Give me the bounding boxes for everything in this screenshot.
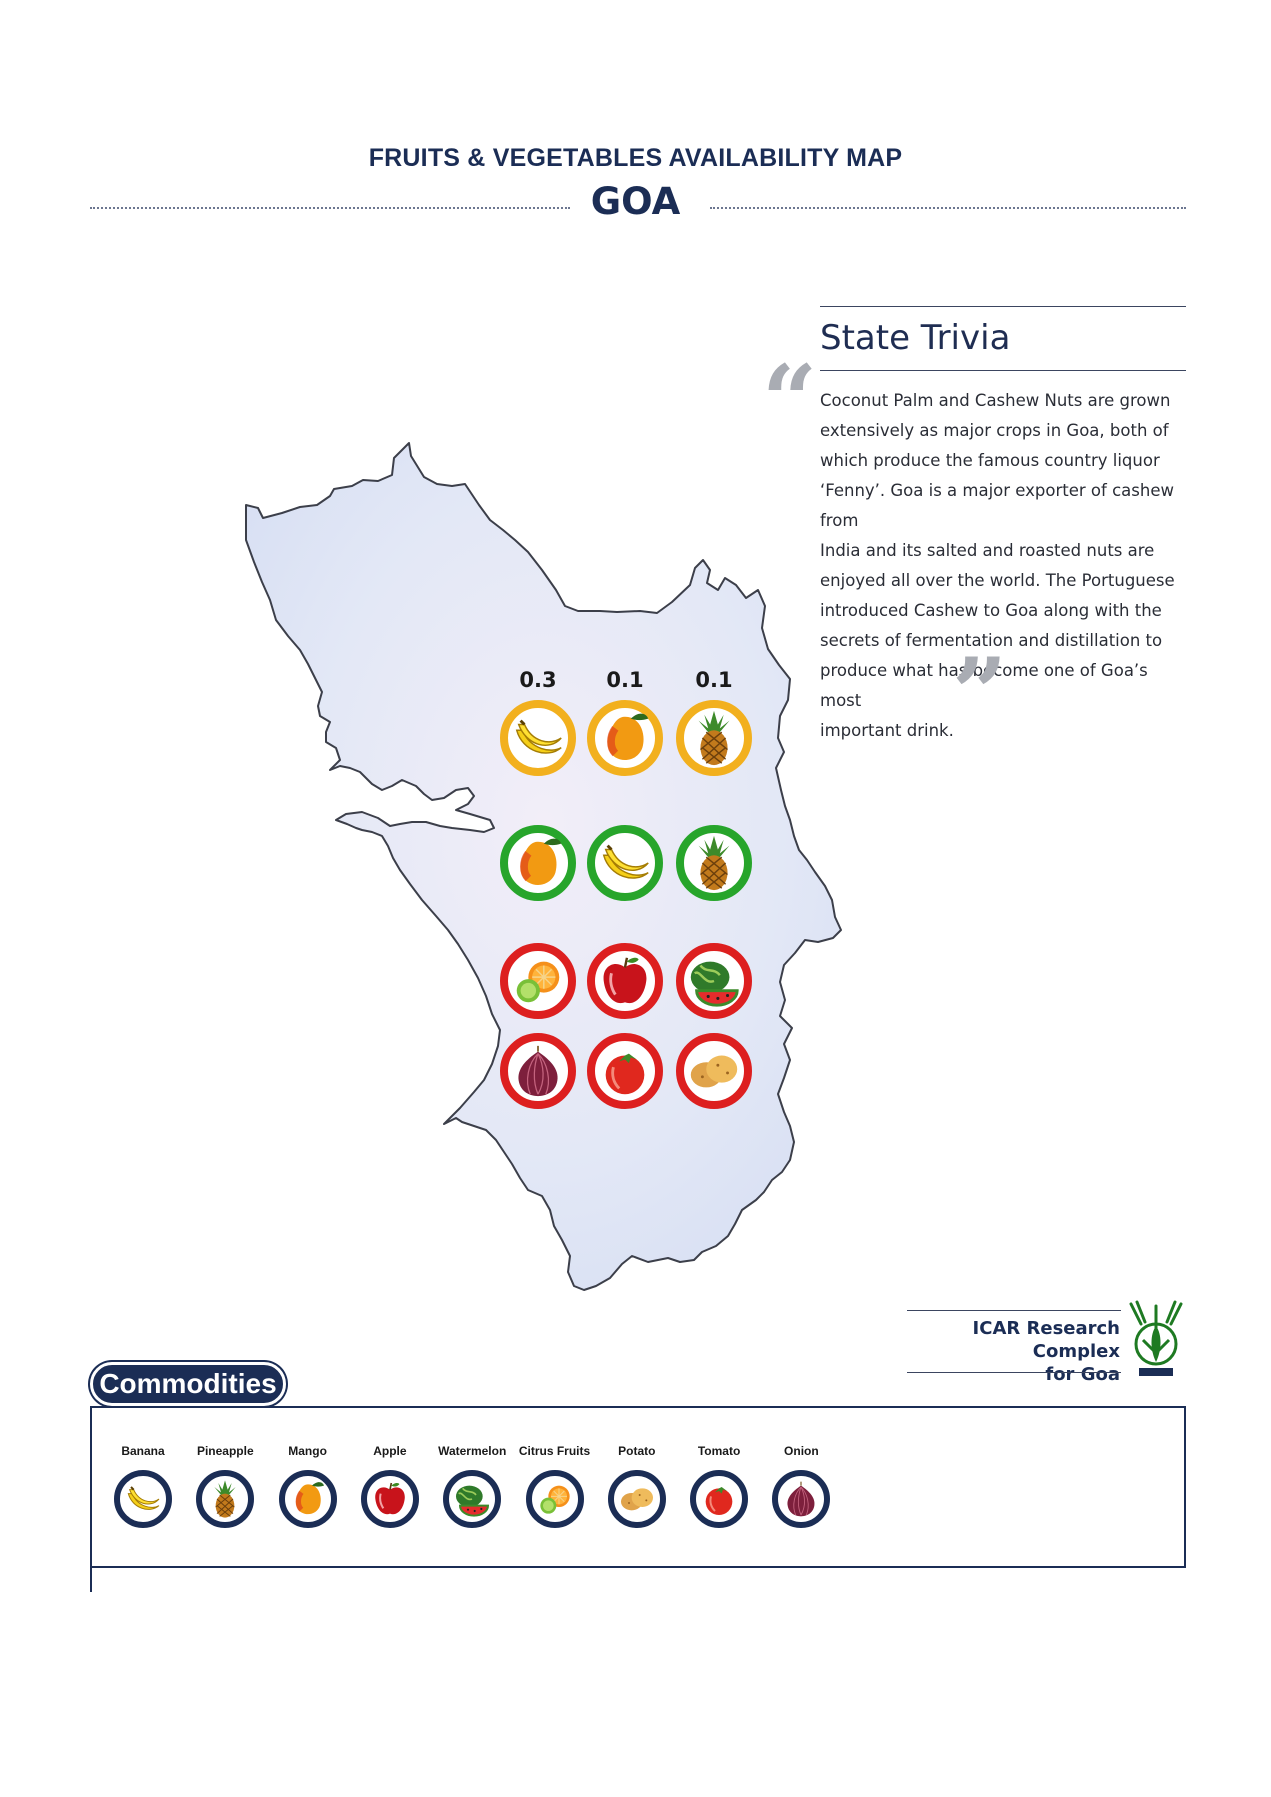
map-badge-watermelon [676,943,752,1019]
trivia-line: introduced Cashew to Goa along with the [820,601,1162,620]
legend-label: Citrus Fruits [518,1444,591,1458]
legend-icon-ring [278,1470,337,1528]
legend-item-apple: Apple [349,1444,431,1528]
trivia-rule-top [820,306,1186,307]
trivia-line: produce what has become one of Goa’s mos… [820,661,1148,710]
trivia-line: secrets of fermentation and distillation… [820,631,1163,650]
legend-label: Mango [288,1444,327,1458]
map-badge-potato [676,1033,752,1109]
legend-icon-ring [607,1470,666,1528]
map-badge-banana [587,825,663,901]
legend-item-onion: Onion [760,1444,842,1528]
map-title: FRUITS & VEGETABLES AVAILABILITY MAP [368,144,903,172]
map-badge-mango [587,700,663,776]
title-divider-right [710,207,1186,209]
onion-icon [518,1045,558,1097]
legend-label: Apple [373,1444,407,1458]
legend-item-pineapple: Pineapple [184,1444,266,1528]
trivia-line: ‘Fenny’. Goa is a major exporter of cash… [820,481,1174,530]
pineapple-icon [698,710,730,766]
mango-icon [295,1482,324,1515]
open-quote-icon: “ [762,344,818,457]
banana-icon [602,844,649,879]
trivia-line: Coconut Palm and Cashew Nuts are grown [820,391,1171,410]
legend-icon-ring [114,1470,172,1528]
tomato-icon [705,1487,733,1515]
pineapple-icon [214,1480,236,1518]
legend-item-banana: Banana [102,1444,184,1528]
trivia-line: which produce the famous country liquor [820,451,1160,470]
map-badge-onion [500,1033,576,1109]
close-quote-icon: ” [952,637,1008,750]
legend-item-citrus: Citrus Fruits [514,1444,596,1528]
watermelon-icon [690,961,739,1007]
citrus-icon [539,1485,570,1514]
legend-item-mango: Mango [267,1444,349,1528]
potato-icon [690,1055,738,1088]
map-badge-pineapple [676,825,752,901]
trivia-line: India and its salted and roasted nuts ar… [820,541,1155,560]
institute-line-2: for Goa [1045,1364,1120,1385]
production-value-pineapple: 0.1 [695,668,733,692]
onion-icon [787,1481,815,1517]
legend-item-tomato: Tomato [678,1444,760,1528]
trivia-rule-bottom [820,370,1186,371]
legend-icon-ring [360,1470,419,1528]
legend-stub-line [90,1566,92,1592]
legend-item-watermelon: Watermelon [431,1444,513,1528]
trivia-line: important drink. [820,721,954,740]
map-badge-apple [587,943,663,1019]
production-value-banana: 0.3 [519,668,557,692]
institute-line-1: ICAR Research Complex [972,1318,1120,1362]
citrus-icon [516,961,560,1003]
title-divider-left [90,207,570,209]
legend-icon-ring [525,1470,584,1528]
map-badge-pineapple [676,700,752,776]
legend-label: Tomato [697,1444,741,1458]
icar-logo-icon [1129,1300,1183,1376]
legend-label: Watermelon [438,1444,507,1458]
trivia-line: enjoyed all over the world. The Portugue… [820,571,1175,590]
mango-icon [520,838,562,885]
legend-label: Potato [618,1444,656,1458]
state-name: GOA [590,180,681,223]
trivia-text: Coconut Palm and Cashew Nuts are grown e… [820,386,1192,746]
apple-icon [375,1482,405,1515]
icar-rule-top [907,1310,1121,1311]
legend-item-potato: Potato [596,1444,678,1528]
tomato-icon [605,1053,645,1095]
trivia-line: extensively as major crops in Goa, both … [820,421,1169,440]
legend-icon-ring [196,1470,255,1528]
commodities-legend [90,1406,1186,1568]
legend-icon-ring [690,1470,749,1528]
mango-icon [607,713,649,760]
trivia-heading: State Trivia [820,318,1011,358]
watermelon-icon [456,1485,490,1517]
legend-label: Banana [121,1444,165,1458]
map-badge-citrus [500,943,576,1019]
pineapple-icon [698,835,730,891]
legend-label: Onion [784,1444,819,1458]
banana-icon [515,719,562,754]
legend-icon-ring [443,1470,502,1528]
legend-icon-ring [772,1470,831,1528]
legend-label: Pineapple [196,1444,254,1458]
production-value-mango: 0.1 [606,668,644,692]
institute-name: ICAR Research Complex for Goa [880,1317,1120,1386]
banana-icon [127,1486,160,1510]
map-badge-mango [500,825,576,901]
potato-icon [620,1488,653,1511]
commodities-heading: Commodities [90,1362,286,1406]
map-badge-banana [500,700,576,776]
icar-rule-bottom [907,1372,1121,1373]
apple-icon [603,957,647,1004]
map-badge-tomato [587,1033,663,1109]
